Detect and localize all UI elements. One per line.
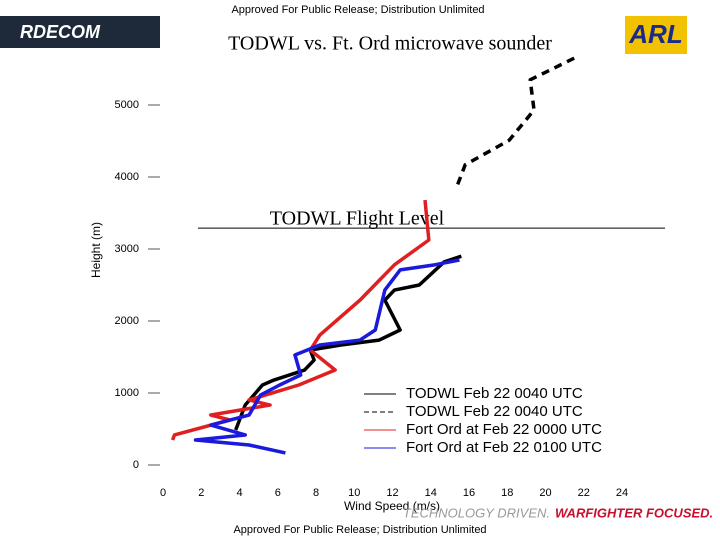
y-tick-label: 5000	[115, 99, 139, 111]
right-logo-bg	[625, 16, 687, 54]
x-tick-label: 12	[386, 487, 398, 499]
legend-label: Fort Ord at Feb 22 0000 UTC	[406, 421, 602, 438]
left-logo-bg	[0, 16, 160, 48]
x-tick-label: 18	[501, 487, 513, 499]
chart-title: TODWL vs. Ft. Ord microwave sounder	[228, 33, 552, 55]
y-tick-label: 4000	[115, 171, 139, 183]
series-line	[193, 258, 460, 455]
y-tick-label: 2000	[115, 315, 139, 327]
y-tick-label: 3000	[115, 243, 139, 255]
x-tick-label: 14	[425, 487, 437, 499]
legend-label: Fort Ord at Feb 22 0100 UTC	[406, 439, 602, 456]
plot: 0100020003000400050006000024681012141618…	[115, 27, 665, 499]
x-tick-label: 8	[313, 487, 319, 499]
x-tick-label: 0	[160, 487, 166, 499]
x-tick-label: 20	[539, 487, 551, 499]
y-tick-label: 1000	[115, 387, 139, 399]
x-tick-label: 6	[275, 487, 281, 499]
y-axis-label: Height (m)	[89, 222, 103, 278]
x-tick-label: 10	[348, 487, 360, 499]
footer-notice: Approved For Public Release; Distributio…	[233, 524, 486, 536]
header-notice: Approved For Public Release; Distributio…	[231, 4, 484, 16]
x-tick-label: 22	[578, 487, 590, 499]
series-line	[234, 254, 462, 431]
x-tick-label: 24	[616, 487, 628, 499]
footer-slogan-1: TECHNOLOGY DRIVEN.	[403, 505, 550, 520]
x-tick-label: 16	[463, 487, 475, 499]
x-axis-label: Wind Speed (m/s)	[344, 499, 440, 513]
left-logo: RDECOM	[20, 22, 101, 42]
x-tick-label: 2	[198, 487, 204, 499]
series-line	[170, 199, 431, 441]
legend-label: TODWL Feb 22 0040 UTC	[406, 385, 583, 402]
series-line	[453, 56, 575, 191]
legend-label: TODWL Feb 22 0040 UTC	[406, 403, 583, 420]
x-tick-label: 4	[236, 487, 242, 499]
flight-level-label: TODWL Flight Level	[270, 208, 445, 230]
footer-slogan-2: WARFIGHTER FOCUSED.	[555, 505, 713, 520]
right-logo: ARL	[628, 19, 682, 49]
y-tick-label: 0	[133, 459, 139, 471]
